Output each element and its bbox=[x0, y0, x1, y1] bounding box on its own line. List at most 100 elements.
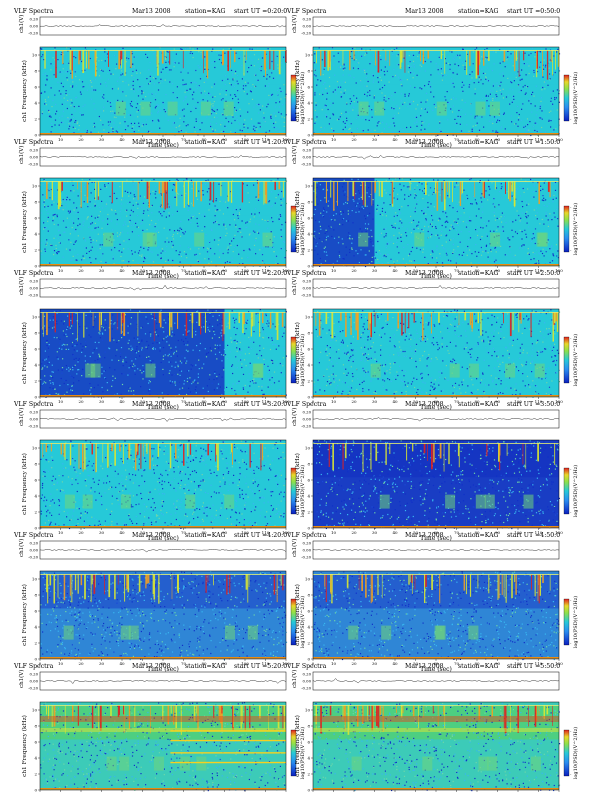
amplitude-tick-label: 0.00 bbox=[303, 548, 312, 553]
panel-title: VLF Spectra bbox=[286, 270, 327, 277]
baseline-band bbox=[40, 788, 286, 790]
time-tick-label: 40 bbox=[119, 661, 125, 666]
time-tick-label: 40 bbox=[392, 268, 398, 273]
frequency-tick-label: 0 bbox=[34, 657, 37, 662]
panel-date: Mar13 2008 bbox=[132, 8, 171, 15]
frequency-axis-label: ch1 Frequency (kHz) bbox=[21, 715, 28, 777]
frequency-tick-label: 2 bbox=[34, 248, 37, 253]
colorbar bbox=[564, 206, 569, 252]
time-tick-label: 40 bbox=[392, 137, 398, 142]
panel-station: station=KAG bbox=[185, 139, 226, 146]
panel-station: station=KAG bbox=[185, 270, 226, 277]
frequency-axis-label: ch1 Frequency (kHz) bbox=[294, 584, 301, 646]
amplitude-tick-label: -0.20 bbox=[301, 31, 311, 36]
amplitude-tick-label: 0.20 bbox=[303, 541, 312, 546]
panel-title: VLF Spectra bbox=[13, 663, 54, 670]
time-tick-label: 10 bbox=[331, 530, 337, 535]
amplitude-tick-label: 0.00 bbox=[30, 155, 39, 160]
amplitude-tick-label: -0.20 bbox=[28, 424, 38, 429]
panel-start-time: start UT =2:20:0 bbox=[234, 270, 287, 277]
colorbar-tick-label: - bbox=[570, 74, 572, 79]
time-tick-label: 10 bbox=[58, 661, 64, 666]
amplitude-tick-label: 0.00 bbox=[30, 417, 39, 422]
baseline-band bbox=[313, 264, 559, 266]
frequency-axis-label: ch1 Frequency (kHz) bbox=[294, 715, 301, 777]
amplitude-axis-label: ch1(V) bbox=[18, 146, 25, 164]
frequency-tick-label: 8 bbox=[34, 331, 37, 336]
panel-station: station=KAG bbox=[458, 663, 499, 670]
time-tick-label: 20 bbox=[78, 530, 84, 535]
spectrogram-image bbox=[313, 309, 560, 398]
frequency-tick-label: 2 bbox=[34, 379, 37, 384]
frequency-tick-label: 0 bbox=[307, 657, 310, 662]
frequency-tick-label: 2 bbox=[34, 641, 37, 646]
baseline-band bbox=[313, 657, 559, 659]
time-tick-label: 30 bbox=[372, 530, 378, 535]
amplitude-tick-label: -0.20 bbox=[301, 555, 311, 560]
frequency-tick-label: 0 bbox=[307, 788, 310, 793]
frequency-axis-label: ch1 Frequency (kHz) bbox=[294, 322, 301, 384]
frequency-tick-label: 2 bbox=[34, 510, 37, 515]
time-tick-label: 30 bbox=[99, 399, 105, 404]
spectrogram-image bbox=[313, 571, 559, 660]
frequency-tick-label: 10 bbox=[32, 708, 38, 713]
panel-title: VLF Spectra bbox=[13, 401, 54, 408]
amplitude-tick-label: 0.20 bbox=[303, 410, 312, 415]
colorbar-tick-label: - bbox=[570, 248, 572, 253]
time-tick-label: 20 bbox=[351, 399, 357, 404]
baseline-band bbox=[313, 133, 559, 135]
time-tick-label: 10 bbox=[58, 530, 64, 535]
amplitude-tick-label: 0.00 bbox=[30, 286, 39, 291]
frequency-tick-label: 10 bbox=[32, 577, 38, 582]
panel-date: Mar13 2008 bbox=[132, 532, 171, 539]
amplitude-frame bbox=[40, 410, 286, 428]
amplitude-axis-label: ch1(V) bbox=[18, 408, 25, 426]
colorbar-tick-label: - bbox=[570, 205, 572, 210]
frequency-tick-label: 10 bbox=[305, 446, 311, 451]
amplitude-tick-label: 0.20 bbox=[303, 672, 312, 677]
spectrogram-image bbox=[40, 178, 287, 267]
time-tick-label: 10 bbox=[331, 137, 337, 142]
colorbar bbox=[564, 730, 569, 776]
frequency-tick-label: 6 bbox=[34, 609, 37, 614]
amplitude-tick-label: 0.20 bbox=[30, 279, 39, 284]
frequency-tick-label: 6 bbox=[34, 347, 37, 352]
frequency-axis-label: ch1 Frequency (kHz) bbox=[21, 584, 28, 646]
panel-station: station=KAG bbox=[458, 532, 499, 539]
time-tick-label: 40 bbox=[392, 530, 398, 535]
time-tick-label: 20 bbox=[351, 530, 357, 535]
frequency-tick-label: 6 bbox=[307, 216, 310, 221]
panel-station: station=KAG bbox=[185, 663, 226, 670]
amplitude-frame bbox=[313, 17, 559, 35]
panel-title: VLF Spectra bbox=[13, 270, 54, 277]
spectrogram-panel: VLF Spectra Mar13 2008 station=KAG start UT… bbox=[13, 8, 306, 149]
panel-title: VLF Spectra bbox=[286, 139, 327, 146]
frequency-tick-label: 8 bbox=[307, 724, 310, 729]
frequency-tick-label: 2 bbox=[307, 510, 310, 515]
panel-station: station=KAG bbox=[458, 401, 499, 408]
amplitude-tick-label: 0.20 bbox=[303, 148, 312, 153]
frequency-tick-label: 0 bbox=[34, 526, 37, 531]
spectrogram-image bbox=[40, 47, 287, 136]
panel-title: VLF Spectra bbox=[13, 8, 54, 15]
amplitude-tick-label: -0.20 bbox=[28, 555, 38, 560]
frequency-tick-label: 8 bbox=[34, 593, 37, 598]
frequency-tick-label: 2 bbox=[307, 772, 310, 777]
amplitude-frame bbox=[40, 17, 286, 35]
panel-start-time: start UT =1:20:0 bbox=[234, 139, 287, 146]
frequency-tick-label: 0 bbox=[34, 788, 37, 793]
frequency-axis-label: ch1 Frequency (kHz) bbox=[21, 453, 28, 515]
frequency-tick-label: 8 bbox=[307, 331, 310, 336]
time-tick-label: 30 bbox=[99, 661, 105, 666]
panel-date: Mar13 2008 bbox=[405, 401, 444, 408]
frequency-tick-label: 4 bbox=[34, 363, 37, 368]
frequency-tick-label: 10 bbox=[305, 315, 311, 320]
amplitude-tick-label: -0.20 bbox=[301, 293, 311, 298]
frequency-tick-label: 4 bbox=[34, 494, 37, 499]
